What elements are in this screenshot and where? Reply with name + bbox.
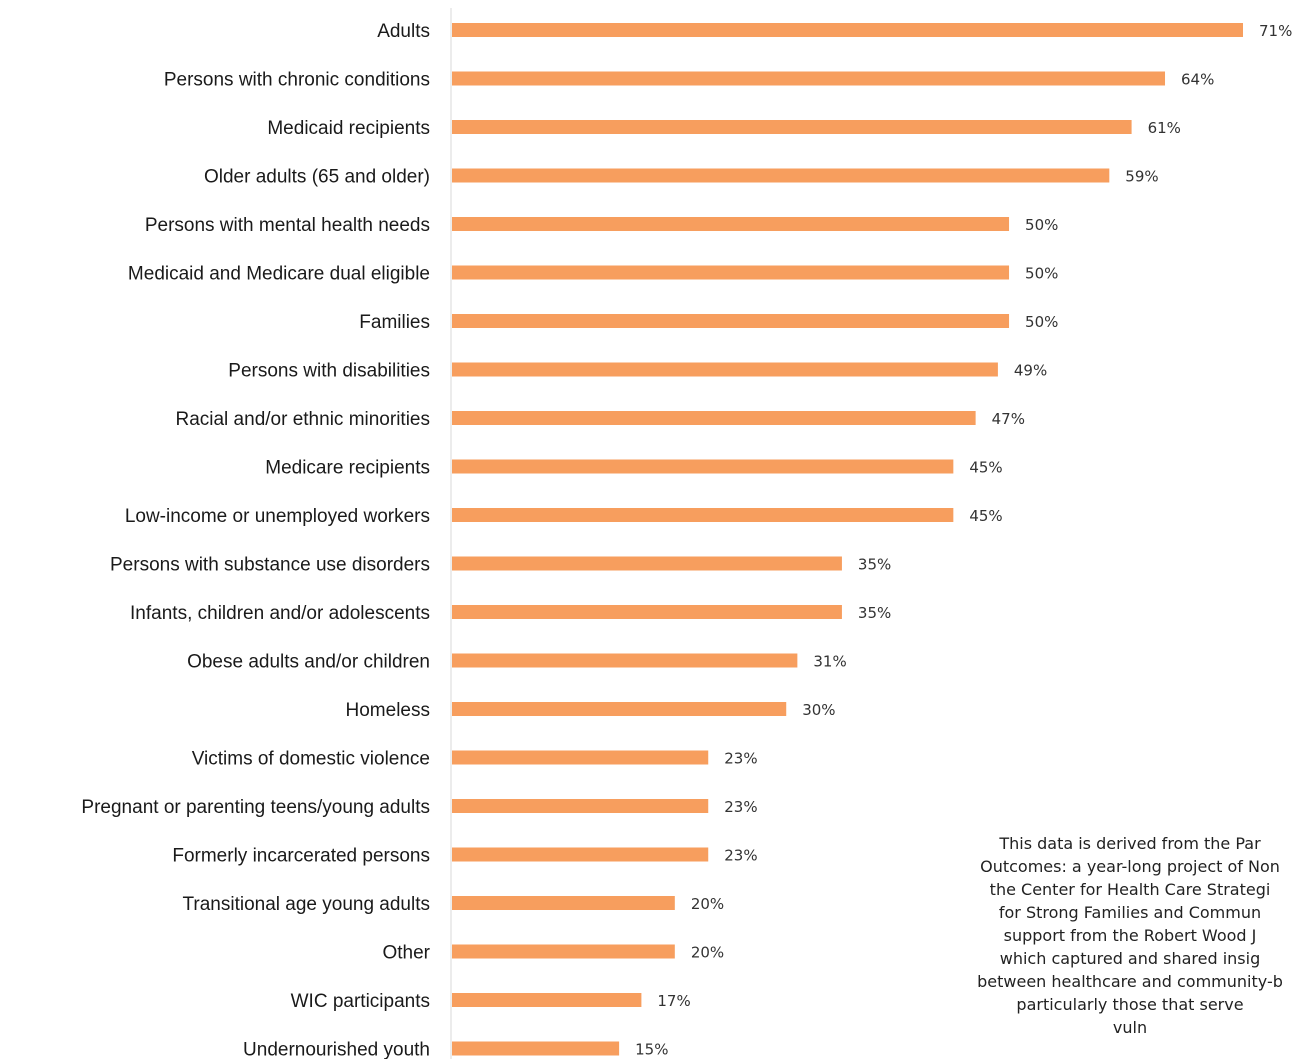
category-label: Medicaid recipients	[267, 118, 430, 139]
category-label: Victims of domestic violence	[192, 749, 430, 770]
category-label: Older adults (65 and older)	[204, 167, 430, 188]
category-label: Undernourished youth	[243, 1040, 430, 1059]
value-label: 50%	[1025, 265, 1058, 283]
category-label: Persons with mental health needs	[145, 215, 430, 236]
bar	[452, 1041, 620, 1056]
value-label: 45%	[969, 459, 1002, 477]
category-label: Persons with substance use disorders	[110, 555, 430, 576]
bar	[452, 265, 1010, 280]
value-label: 47%	[992, 410, 1025, 428]
value-label: 23%	[724, 847, 757, 865]
bar	[452, 799, 709, 813]
bar	[452, 314, 1010, 328]
bar	[452, 896, 675, 910]
value-label: 49%	[1014, 362, 1047, 380]
category-label: Transitional age young adults	[182, 894, 430, 915]
category-label: Infants, children and/or adolescents	[130, 603, 430, 624]
value-label: 61%	[1148, 119, 1181, 137]
category-label: Persons with disabilities	[228, 361, 430, 382]
value-label: 20%	[691, 944, 724, 962]
bar	[452, 362, 998, 377]
value-label: 15%	[635, 1041, 668, 1059]
value-label: 45%	[969, 507, 1002, 525]
bar	[452, 993, 642, 1007]
bar	[452, 702, 787, 716]
source-note: This data is derived from the Par Outcom…	[977, 834, 1283, 1037]
category-label: Persons with chronic conditions	[164, 70, 430, 91]
value-label: 64%	[1181, 71, 1214, 89]
value-label: 35%	[858, 556, 891, 574]
category-label: WIC participants	[291, 991, 430, 1012]
category-label: Other	[382, 943, 430, 964]
value-label: 17%	[657, 992, 690, 1010]
bar	[452, 508, 954, 522]
category-label: Pregnant or parenting teens/young adults	[81, 797, 430, 818]
bar	[452, 411, 976, 425]
category-label: Obese adults and/or children	[187, 652, 430, 673]
bar	[452, 71, 1166, 86]
bar	[452, 944, 675, 959]
bar	[452, 23, 1243, 37]
bar	[452, 653, 798, 668]
bar	[452, 168, 1110, 183]
bar	[452, 750, 709, 765]
value-label: 59%	[1125, 168, 1158, 186]
value-label: 71%	[1259, 22, 1292, 40]
category-label: Families	[359, 312, 430, 333]
category-label: Racial and/or ethnic minorities	[175, 409, 430, 430]
category-label: Medicaid and Medicare dual eligible	[128, 264, 430, 285]
value-label: 30%	[802, 701, 835, 719]
value-label: 31%	[813, 653, 846, 671]
bar	[452, 217, 1010, 231]
bar	[452, 556, 842, 571]
bar	[452, 459, 954, 474]
category-label: Formerly incarcerated persons	[172, 846, 430, 867]
category-label: Homeless	[346, 700, 430, 721]
bars-group: Adults 71% Persons with chronic conditions…	[81, 21, 1292, 1059]
category-label: Low-income or unemployed workers	[125, 506, 430, 527]
bar	[452, 847, 709, 862]
value-label: 50%	[1025, 216, 1058, 234]
bar	[452, 605, 842, 619]
value-label: 50%	[1025, 313, 1058, 331]
category-label: Medicare recipients	[265, 458, 430, 479]
value-label: 23%	[724, 798, 757, 816]
value-label: 23%	[724, 750, 757, 768]
value-label: 35%	[858, 604, 891, 622]
bar	[452, 120, 1132, 134]
value-label: 20%	[691, 895, 724, 913]
category-label: Adults	[377, 21, 430, 42]
